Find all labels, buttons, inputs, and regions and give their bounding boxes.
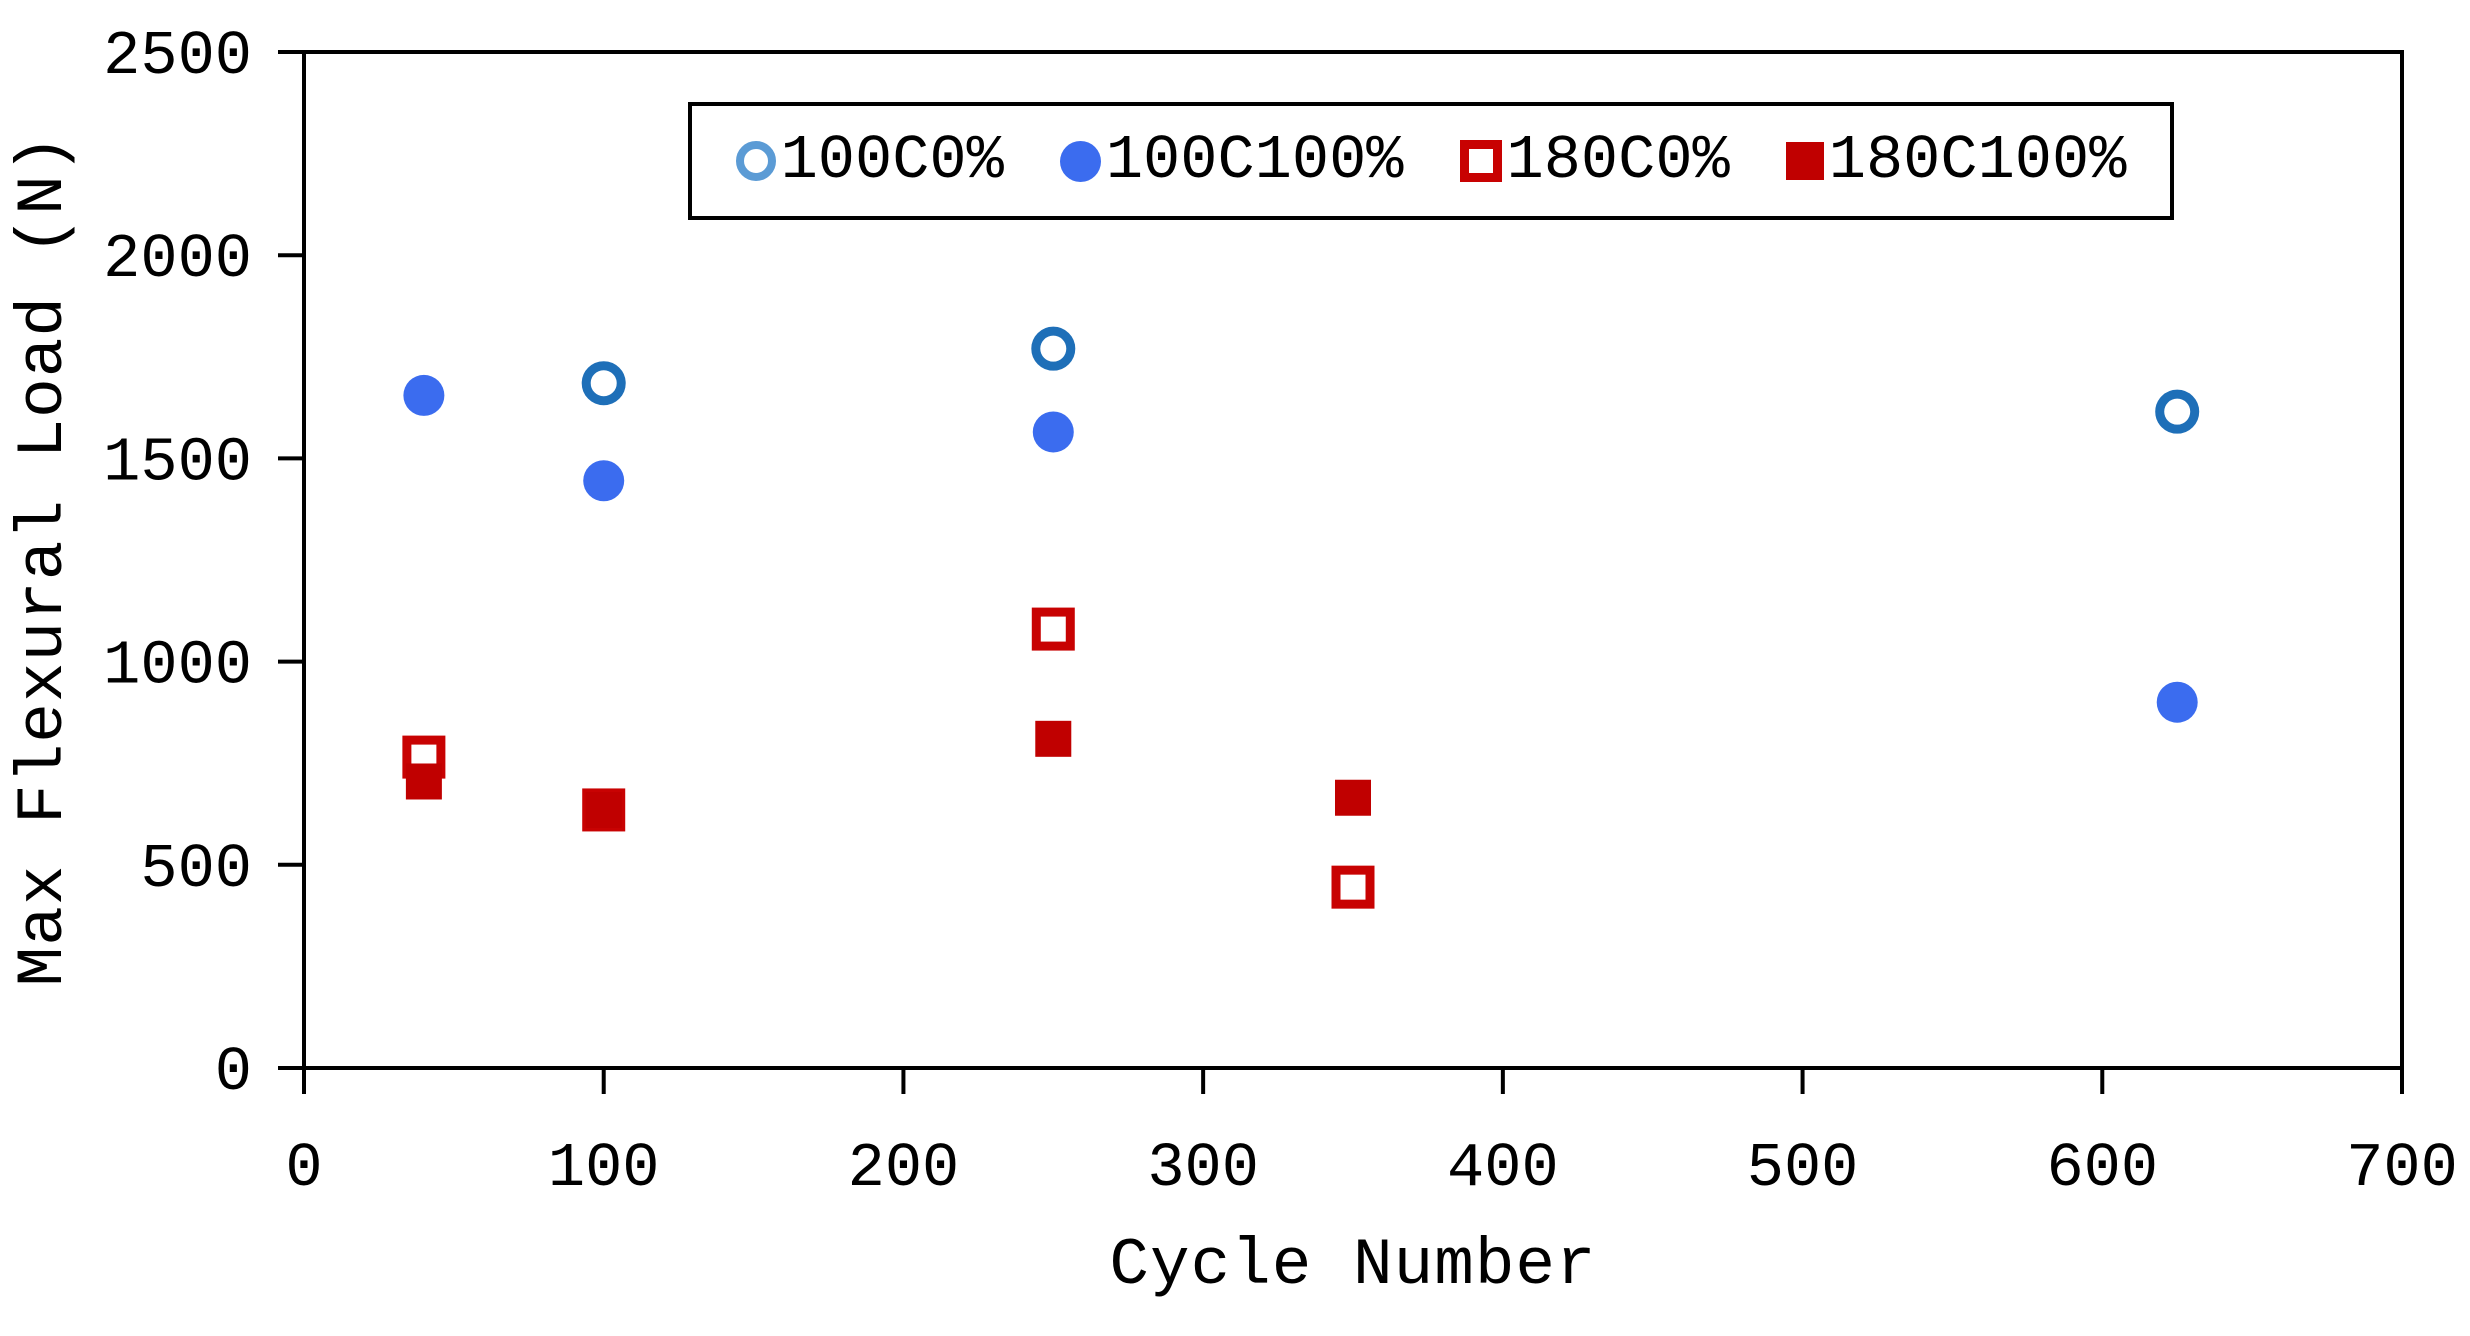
legend-box: 100C0% 100C100% 180C0% 180C100% — [688, 102, 2174, 220]
data-point-100C100% — [403, 374, 445, 416]
data-point-180C0% — [1331, 865, 1375, 909]
legend-label: 100C100% — [1105, 125, 1404, 196]
legend-item-100C100: 100C100% — [1059, 125, 1404, 196]
plot-border — [302, 50, 2404, 1070]
data-point-180C0% — [1031, 607, 1075, 651]
data-point-100C0% — [1031, 326, 1076, 371]
data-point-180C100% — [1035, 720, 1072, 757]
y-tick-label: 1000 — [103, 631, 252, 702]
x-tick-label: 700 — [2346, 1133, 2458, 1204]
y-tick-label: 0 — [215, 1037, 252, 1108]
data-point-100C100% — [2156, 681, 2198, 723]
filled-circle-marker-icon — [1059, 140, 1101, 182]
x-tick-label: 500 — [1747, 1133, 1859, 1204]
legend-label: 180C0% — [1506, 125, 1730, 196]
legend-item-100C0: 100C0% — [735, 125, 1004, 196]
x-tick-label: 0 — [285, 1133, 322, 1204]
data-point-100C0% — [2155, 389, 2200, 434]
filled-square-marker-icon — [1785, 142, 1824, 180]
y-tick-label: 1500 — [103, 427, 252, 498]
x-axis-title: Cycle Number — [1109, 1228, 1597, 1303]
y-tick-label: 500 — [140, 834, 252, 905]
data-point-100C100% — [1032, 411, 1074, 453]
legend-label: 180C100% — [1828, 125, 2127, 196]
open-square-marker-icon — [1459, 140, 1502, 182]
legend-item-180C100: 180C100% — [1785, 125, 2127, 196]
y-tick-label: 2000 — [103, 224, 252, 295]
data-point-180C100% — [405, 763, 442, 800]
x-tick-label: 200 — [848, 1133, 960, 1204]
y-tick-label: 2500 — [103, 21, 252, 92]
y-axis-title: Max Flexural Load (N) — [6, 133, 81, 987]
data-point-180C100% — [1335, 779, 1371, 816]
x-tick-label: 100 — [548, 1133, 660, 1204]
open-circle-marker-icon — [735, 141, 776, 181]
x-tick-label: 400 — [1447, 1133, 1559, 1204]
x-tick-label: 300 — [1147, 1133, 1259, 1204]
data-point-180C100% — [585, 791, 622, 828]
legend-label: 100C0% — [780, 125, 1004, 196]
data-point-100C100% — [583, 460, 625, 502]
legend-item-180C0: 180C0% — [1459, 125, 1730, 196]
data-point-100C0% — [581, 361, 626, 406]
x-tick-label: 600 — [2046, 1133, 2158, 1204]
